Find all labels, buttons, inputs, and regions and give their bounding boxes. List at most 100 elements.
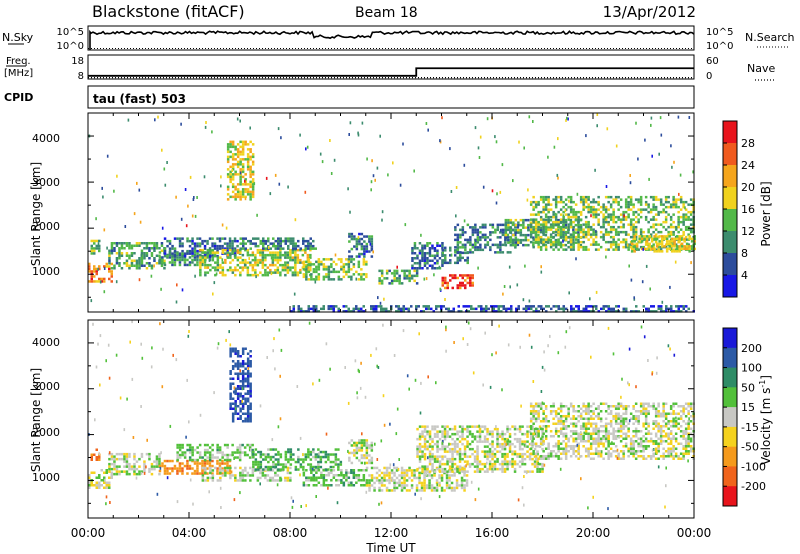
heatmap-cell [637, 248, 640, 251]
heatmap-cell [95, 239, 98, 243]
heatmap-cell [599, 245, 603, 249]
heatmap-cell [479, 243, 482, 247]
heatmap-cell [193, 472, 197, 475]
heatmap-cell [529, 417, 533, 420]
heatmap-cell [163, 469, 167, 473]
heatmap-cell [95, 481, 98, 484]
heatmap-cell [447, 307, 450, 311]
heatmap-cell [426, 262, 429, 265]
heatmap-cell [196, 237, 199, 240]
heatmap-cell [461, 231, 465, 234]
heatmap-cell [413, 279, 416, 283]
heatmap-cell [294, 251, 297, 254]
heatmap-cell [494, 251, 497, 254]
heatmap-cell [108, 259, 111, 262]
heatmap-cell [251, 268, 255, 272]
heatmap-cell [663, 235, 666, 238]
heatmap-speck [321, 160, 324, 164]
heatmap-cell [312, 450, 315, 454]
heatmap-cell [246, 453, 249, 457]
heatmap-cell [557, 218, 560, 222]
heatmap-cell [421, 244, 424, 247]
heatmap-cell [98, 247, 101, 250]
heatmap-cell [678, 247, 681, 251]
heatmap-cell [236, 365, 240, 368]
heatmap-cell [431, 440, 434, 443]
heatmap-cell [380, 476, 384, 480]
heatmap-cell [523, 452, 527, 456]
heatmap-cell [617, 200, 620, 204]
heatmap-cell [236, 479, 240, 482]
heatmap-cell [562, 223, 565, 226]
heatmap-cell [448, 479, 451, 482]
heatmap-cell [380, 307, 383, 311]
heatmap-cell [682, 205, 685, 209]
heatmap-cell [312, 270, 316, 274]
heatmap-cell [418, 267, 422, 270]
heatmap-cell [266, 474, 270, 477]
heatmap-cell [108, 262, 111, 265]
heatmap-cell [350, 275, 353, 279]
heatmap-cell [309, 261, 312, 264]
heatmap-cell [357, 310, 360, 313]
heatmap-cell [231, 268, 235, 272]
heatmap-cell [516, 427, 519, 431]
heatmap-cell [680, 310, 683, 313]
heatmap-cell [594, 215, 598, 219]
heatmap-cell [221, 244, 224, 248]
heatmap-cell [534, 240, 538, 244]
heatmap-cell [380, 489, 384, 492]
heatmap-cell [355, 237, 359, 241]
heatmap-cell [532, 225, 535, 229]
heatmap-cell [579, 243, 583, 247]
heatmap-cell [407, 310, 410, 313]
heatmap-cell [274, 463, 278, 466]
heatmap-speck [192, 198, 195, 201]
heatmap-cell [609, 215, 613, 219]
heatmap-cell [370, 235, 374, 238]
heatmap-cell [660, 307, 663, 311]
heatmap-cell [365, 466, 369, 470]
heatmap-cell [552, 243, 555, 246]
noise-left-tick-bottom: 10^0 [57, 41, 84, 52]
heatmap-cell [541, 430, 544, 433]
heatmap-cell [602, 220, 605, 224]
heatmap-cell [365, 275, 368, 279]
heatmap-cell [88, 486, 91, 489]
heatmap-cell [471, 233, 475, 237]
heatmap-cell [463, 455, 467, 458]
heatmap-cell [191, 252, 194, 255]
heatmap-cell [529, 230, 533, 234]
heatmap-cell [557, 195, 560, 199]
heatmap-cell [508, 450, 512, 453]
heatmap-cell [201, 258, 205, 262]
heatmap-speck [314, 280, 317, 284]
heatmap-cell [209, 263, 212, 267]
heatmap-speck [423, 277, 426, 281]
heatmap-cell [305, 265, 308, 269]
heatmap-cell [516, 226, 520, 229]
heatmap-cell [453, 440, 457, 443]
heatmap-cell [171, 258, 174, 262]
heatmap-cell [564, 213, 568, 216]
heatmap-cell [246, 163, 250, 166]
heatmap-cell [282, 468, 285, 471]
heatmap-cell [469, 276, 472, 280]
heatmap-cell [155, 460, 159, 463]
heatmap-cell [679, 220, 683, 224]
heatmap-cell [246, 365, 250, 368]
heatmap-cell [496, 445, 499, 448]
heatmap-speck [615, 144, 618, 148]
heatmap-cell [183, 261, 187, 264]
heatmap-cell [214, 466, 217, 470]
heatmap-cell [473, 435, 477, 438]
heatmap-speck [420, 233, 422, 237]
heatmap-cell [355, 449, 359, 452]
heatmap-cell [196, 451, 199, 454]
heatmap-cell [130, 467, 134, 471]
heatmap-speck [196, 196, 198, 199]
heatmap-cell [365, 469, 368, 472]
heatmap-cell [476, 445, 479, 448]
heatmap-cell [231, 165, 235, 169]
heatmap-cell [677, 230, 680, 234]
